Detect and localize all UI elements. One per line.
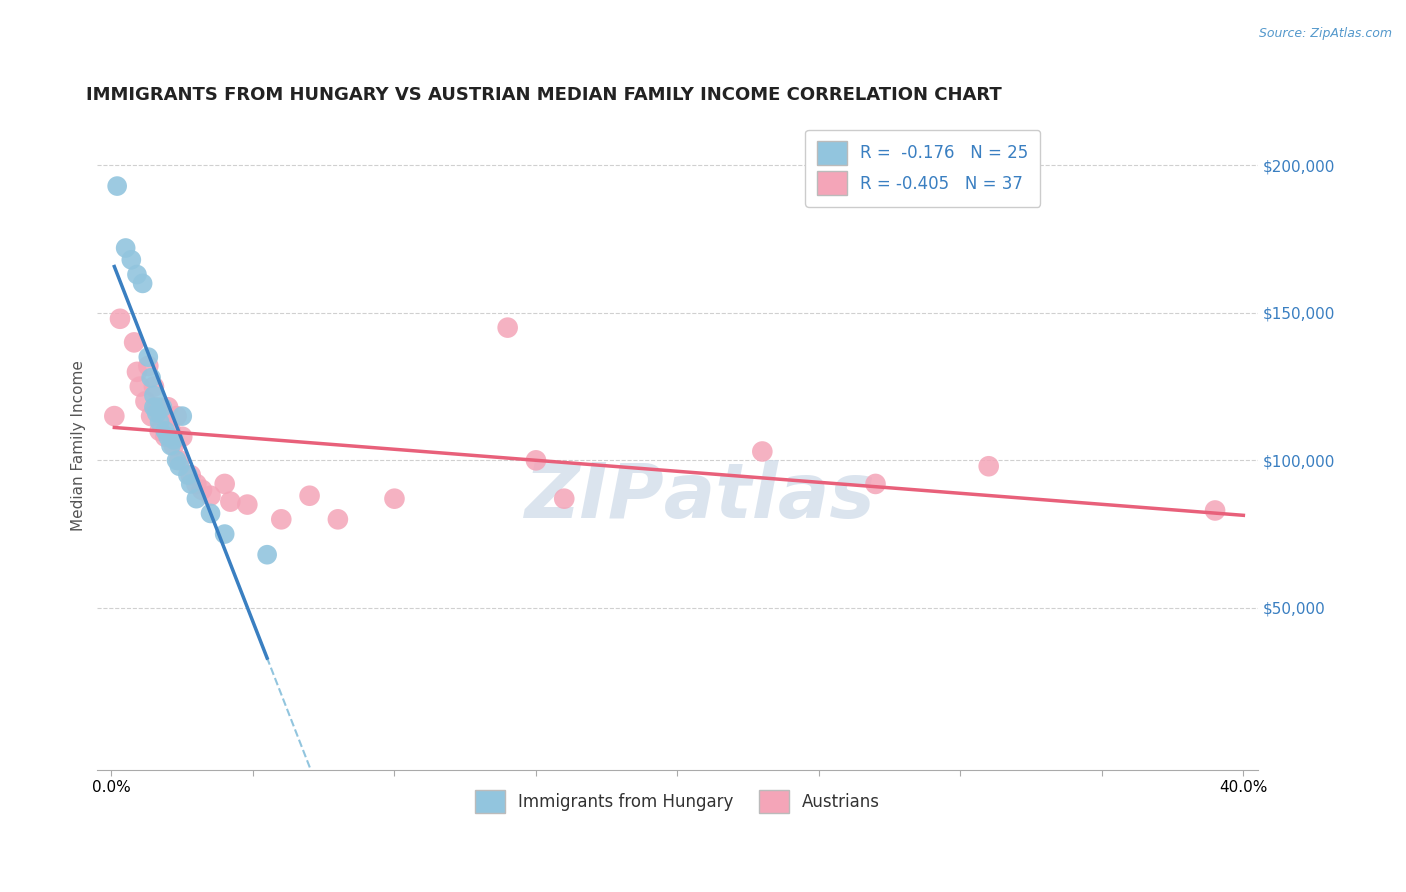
Point (214, 477, 236, 491)
Point (157, 401, 180, 415)
Point (152, 401, 174, 415)
Point (157, 430, 180, 444)
Point (149, 415, 172, 429)
Point (326, 512, 349, 526)
Point (186, 477, 208, 491)
Point (146, 401, 169, 415)
Point (114, 241, 136, 255)
Point (163, 433, 186, 447)
Text: IMMIGRANTS FROM HUNGARY VS AUSTRIAN MEDIAN FAMILY INCOME CORRELATION CHART: IMMIGRANTS FROM HUNGARY VS AUSTRIAN MEDI… (86, 87, 1001, 104)
Point (125, 365, 148, 379)
Point (152, 409, 174, 423)
Point (977, 459, 1000, 474)
Point (169, 453, 191, 467)
Point (236, 498, 259, 512)
Point (160, 439, 183, 453)
Point (180, 477, 202, 491)
Point (160, 424, 183, 438)
Legend: Immigrants from Hungary, Austrians: Immigrants from Hungary, Austrians (468, 783, 887, 820)
Point (131, 277, 153, 291)
Point (142, 388, 165, 402)
Point (142, 401, 165, 415)
Point (136, 350, 159, 364)
Point (125, 268, 148, 282)
Point (524, 453, 547, 467)
Point (149, 424, 172, 438)
Point (865, 477, 887, 491)
Point (214, 527, 236, 541)
Point (553, 491, 575, 506)
Point (139, 371, 162, 385)
Point (122, 335, 145, 350)
Point (146, 406, 169, 420)
Text: ZIP​atlas: ZIP​atlas (526, 460, 876, 534)
Point (298, 489, 321, 503)
Point (169, 459, 191, 474)
Point (163, 439, 186, 453)
Y-axis label: Median Family Income: Median Family Income (72, 360, 86, 531)
Point (270, 512, 292, 526)
Point (751, 444, 773, 458)
Point (180, 468, 202, 483)
Point (108, 311, 131, 326)
Point (105, 179, 128, 194)
Point (256, 548, 278, 562)
Point (166, 409, 188, 423)
Text: Source: ZipAtlas.com: Source: ZipAtlas.com (1258, 27, 1392, 40)
Point (191, 483, 214, 497)
Point (136, 359, 159, 373)
Point (177, 468, 200, 483)
Point (200, 507, 222, 521)
Point (120, 252, 142, 267)
Point (155, 430, 177, 444)
Point (155, 424, 177, 438)
Point (166, 453, 188, 467)
Point (172, 430, 194, 444)
Point (496, 320, 519, 334)
Point (103, 409, 125, 423)
Point (142, 379, 165, 393)
Point (186, 491, 208, 506)
Point (139, 409, 162, 423)
Point (134, 394, 156, 409)
Point (200, 489, 222, 503)
Point (172, 409, 194, 423)
Point (384, 491, 406, 506)
Point (1204, 503, 1226, 517)
Point (128, 379, 150, 393)
Point (219, 494, 242, 508)
